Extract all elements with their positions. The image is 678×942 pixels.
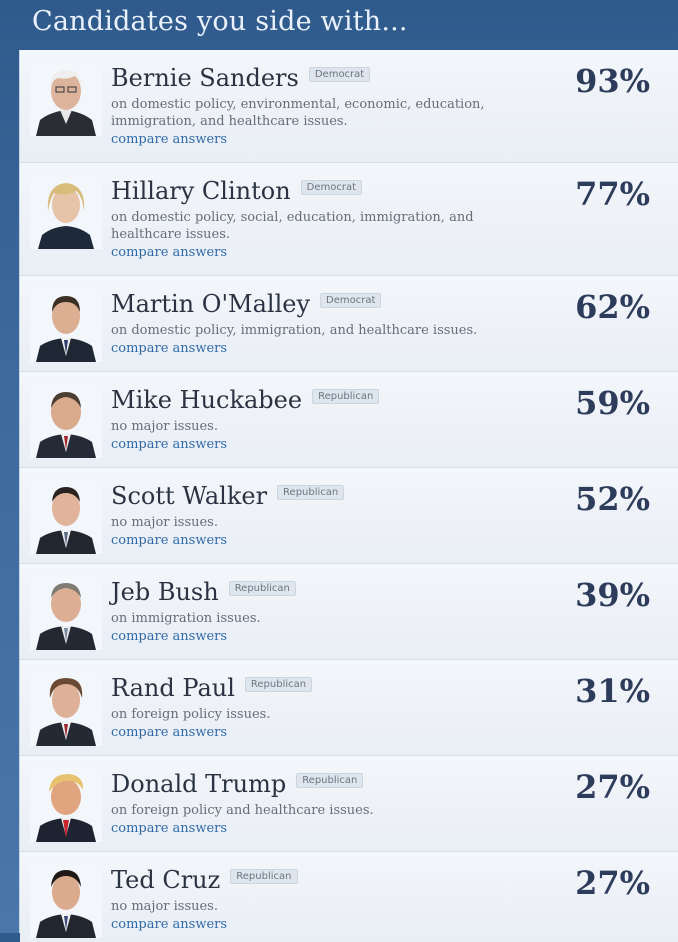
issues-text: on immigration issues.: [111, 611, 261, 626]
candidate-name[interactable]: Hillary Clinton: [111, 177, 291, 205]
candidate-row: Donald Trump Republican on foreign policy…: [20, 756, 678, 852]
compare-answers-link[interactable]: compare answers: [111, 341, 228, 356]
candidate-photo: [30, 764, 102, 842]
candidates-list: Bernie Sanders Democrat on domestic polic…: [19, 50, 678, 942]
candidate-row: Jeb Bush Republican on immigration issues…: [20, 564, 678, 660]
candidate-name[interactable]: Rand Paul: [111, 674, 235, 702]
candidate-row: Rand Paul Republican on foreign policy is…: [20, 660, 678, 756]
header: Candidates you side with...: [0, 0, 678, 50]
candidate-name[interactable]: Bernie Sanders: [111, 64, 299, 92]
page-title: Candidates you side with...: [32, 6, 408, 37]
compare-answers-link[interactable]: compare answers: [111, 437, 228, 452]
compare-answers-link[interactable]: compare answers: [111, 917, 228, 932]
candidate-name[interactable]: Scott Walker: [111, 482, 268, 510]
issues-text: on domestic policy, immigration, and hea…: [111, 323, 478, 338]
candidate-row: Scott Walker Republican no major issues. …: [20, 468, 678, 564]
issues-text: no major issues.: [111, 515, 218, 530]
issues-text: no major issues.: [111, 419, 218, 434]
match-percent: 27%: [575, 768, 650, 806]
candidate-name[interactable]: Ted Cruz: [111, 866, 221, 894]
match-percent: 93%: [575, 62, 650, 100]
match-percent: 27%: [575, 864, 650, 902]
party-badge: Democrat: [320, 293, 382, 308]
compare-answers-link[interactable]: compare answers: [111, 821, 228, 836]
compare-answers-link[interactable]: compare answers: [111, 132, 228, 147]
compare-answers-link[interactable]: compare answers: [111, 725, 228, 740]
party-badge: Democrat: [308, 67, 371, 82]
candidate-photo: [30, 171, 102, 249]
party-badge: Democrat: [300, 180, 363, 195]
candidate-row: Mike Huckabee Republican no major issues.…: [20, 372, 678, 468]
candidate-row: Hillary Clinton Democrat on domestic poli…: [20, 163, 678, 276]
issues-text: on domestic policy, social, education, i…: [111, 210, 474, 242]
party-badge: Republican: [230, 869, 298, 884]
candidate-photo: [30, 668, 102, 746]
candidate-row: Bernie Sanders Democrat on domestic polic…: [20, 50, 678, 163]
candidate-photo: [30, 860, 102, 938]
candidate-row: Martin O'Malley Democrat on domestic poli…: [20, 276, 678, 372]
candidate-photo: [30, 284, 102, 362]
issues-text: no major issues.: [111, 899, 218, 914]
candidate-name[interactable]: Mike Huckabee: [111, 386, 303, 414]
party-badge: Republican: [228, 581, 296, 596]
candidate-photo: [30, 572, 102, 650]
match-percent: 31%: [575, 672, 650, 710]
candidate-photo: [30, 58, 102, 136]
match-percent: 39%: [575, 576, 650, 614]
candidate-photo: [30, 380, 102, 458]
match-percent: 77%: [575, 175, 650, 213]
party-badge: Republican: [277, 485, 345, 500]
compare-answers-link[interactable]: compare answers: [111, 629, 228, 644]
party-badge: Republican: [296, 773, 364, 788]
candidate-name[interactable]: Donald Trump: [111, 770, 287, 798]
candidate-row: Ted Cruz Republican no major issues. comp…: [20, 852, 678, 942]
issues-text: on domestic policy, environmental, econo…: [111, 97, 485, 129]
issues-text: on foreign policy issues.: [111, 707, 271, 722]
issues-text: on foreign policy and healthcare issues.: [111, 803, 374, 818]
party-badge: Republican: [244, 677, 313, 692]
party-badge: Republican: [312, 389, 380, 404]
match-percent: 52%: [575, 480, 650, 518]
compare-answers-link[interactable]: compare answers: [111, 533, 228, 548]
match-percent: 59%: [575, 384, 650, 422]
match-percent: 62%: [575, 288, 650, 326]
candidate-name[interactable]: Jeb Bush: [111, 578, 219, 606]
candidate-name[interactable]: Martin O'Malley: [111, 290, 311, 318]
compare-answers-link[interactable]: compare answers: [111, 245, 228, 260]
candidate-photo: [30, 476, 102, 554]
